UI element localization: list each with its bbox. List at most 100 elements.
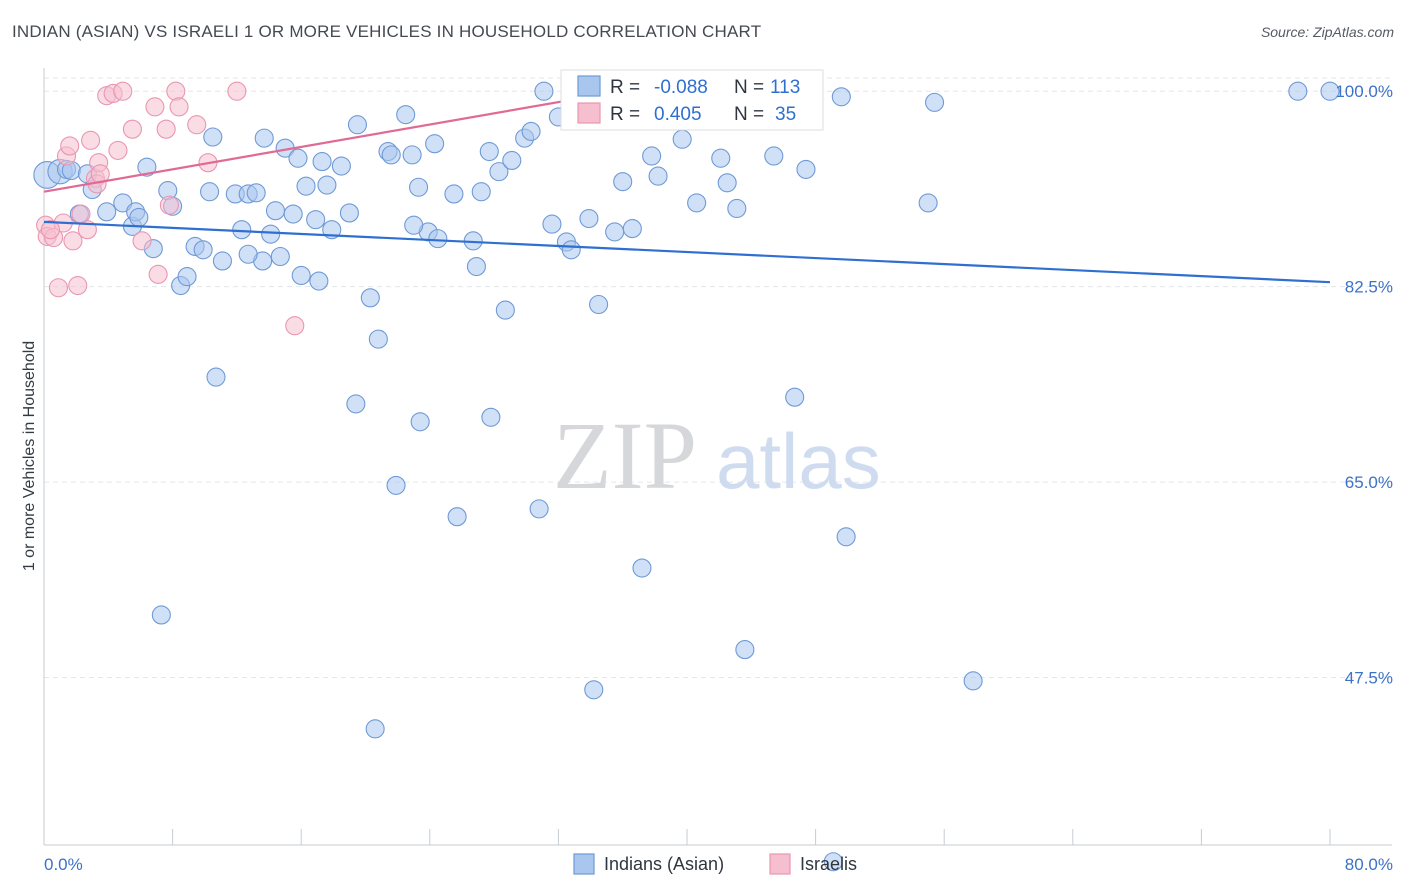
data-point	[648, 166, 668, 186]
data-point	[68, 275, 88, 296]
data-point	[108, 140, 128, 160]
data-point	[642, 146, 662, 166]
data-point	[227, 81, 247, 101]
data-point	[254, 128, 274, 148]
data-point	[542, 214, 562, 234]
data-point	[212, 251, 232, 271]
data-point	[151, 605, 171, 625]
y-tick-label: 47.5%	[1345, 668, 1393, 687]
source-note: Source: ZipAtlas.com	[1260, 24, 1394, 40]
x-tick-label-max: 80.0%	[1345, 855, 1393, 874]
y-axis-title: 1 or more Vehicles in Household	[21, 341, 38, 571]
data-point	[918, 193, 938, 213]
data-point	[365, 719, 385, 739]
legend-label-indians: Indians (Asian)	[604, 854, 724, 874]
data-point	[402, 145, 422, 165]
data-point	[203, 127, 223, 147]
data-point	[479, 141, 499, 162]
data-point	[48, 278, 69, 298]
data-point	[735, 640, 755, 660]
data-point	[368, 329, 388, 349]
data-point	[711, 148, 731, 168]
data-point	[60, 136, 80, 156]
data-point	[466, 256, 486, 277]
data-point	[132, 231, 152, 251]
watermark: ZIP atlas	[553, 402, 881, 509]
data-point	[717, 173, 737, 193]
data-point	[836, 527, 856, 547]
data-point	[831, 87, 851, 107]
data-point	[296, 176, 316, 196]
data-point	[40, 220, 60, 240]
data-point	[187, 115, 207, 135]
data-point	[159, 195, 179, 215]
data-point	[148, 264, 168, 284]
data-point	[495, 300, 515, 320]
data-point	[561, 240, 581, 260]
data-point	[529, 499, 549, 519]
data-point	[346, 394, 366, 414]
data-point	[428, 229, 448, 249]
data-point	[386, 475, 406, 495]
stats-r-label-blue: R =	[610, 77, 640, 98]
stats-legend: R = -0.088 N = 113 R = 0.405 N = 35	[560, 69, 824, 131]
data-point	[471, 182, 491, 202]
stats-legend-swatch-blue	[577, 75, 601, 97]
chart-title: INDIAN (ASIAN) VS ISRAELI 1 OR MORE VEHI…	[12, 22, 762, 41]
data-point	[687, 193, 707, 213]
data-point	[589, 294, 609, 315]
data-point	[410, 412, 430, 432]
data-point	[381, 145, 401, 165]
data-point	[823, 852, 843, 872]
data-point	[447, 507, 467, 527]
data-point	[288, 148, 308, 168]
data-point	[1288, 81, 1308, 101]
data-point	[306, 210, 326, 230]
data-point	[261, 224, 281, 244]
data-point	[200, 182, 220, 202]
stats-n-value-blue: 113	[770, 77, 800, 98]
data-point	[672, 129, 692, 149]
stats-legend-swatch-pink	[577, 102, 601, 124]
data-point	[584, 680, 604, 700]
data-point	[727, 198, 747, 219]
trend-line-blue	[43, 220, 1331, 284]
data-point	[193, 240, 213, 260]
legend-swatch-israelis	[769, 853, 791, 875]
data-point	[331, 156, 351, 176]
legend-swatch-indians	[573, 853, 595, 875]
stats-r-value-pink: 0.405	[654, 104, 702, 125]
trend-lines	[43, 91, 1331, 284]
y-tick-label: 100.0%	[1335, 82, 1393, 101]
tick-labels: 47.5% 65.0% 82.5% 100.0% 0.0% 80.0%	[44, 82, 1393, 874]
data-point	[265, 201, 286, 221]
data-point	[534, 81, 554, 101]
data-point	[521, 121, 541, 141]
data-point	[785, 387, 805, 407]
stats-n-value-pink: 35	[775, 104, 796, 125]
trend-line-pink	[43, 91, 615, 193]
data-point	[339, 203, 359, 223]
stats-legend-frame	[560, 69, 824, 131]
data-point	[1320, 81, 1340, 101]
data-point	[502, 150, 522, 171]
watermark-atlas: atlas	[716, 417, 881, 505]
data-point	[396, 105, 416, 125]
stats-n-label-blue: N =	[734, 77, 764, 98]
data-point	[360, 288, 380, 308]
data-point	[489, 162, 509, 182]
y-tick-label: 82.5%	[1345, 278, 1393, 297]
watermark-zip: ZIP	[553, 402, 697, 509]
data-point	[963, 671, 983, 691]
data-point	[113, 81, 133, 101]
data-point	[129, 207, 149, 227]
data-point	[246, 183, 266, 203]
data-point	[764, 146, 784, 166]
data-point	[622, 219, 642, 239]
data-point	[177, 267, 197, 287]
x-tick-label-min: 0.0%	[44, 855, 83, 874]
data-point	[481, 407, 501, 427]
series-legend: Indians (Asian) Israelis	[573, 853, 857, 875]
y-tick-label: 65.0%	[1345, 473, 1393, 492]
